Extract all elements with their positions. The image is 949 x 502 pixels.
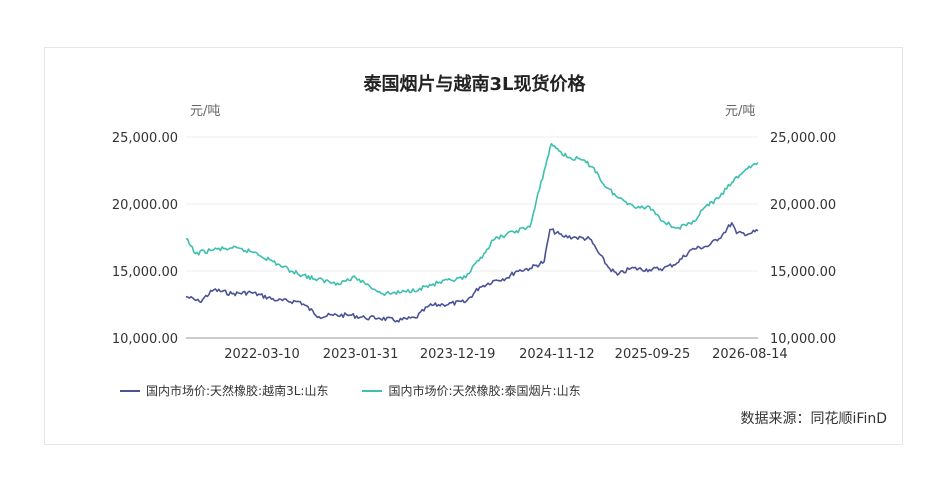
x-tick-label: 2023-01-31 (323, 347, 399, 362)
x-tick-label: 2022-03-10 (224, 347, 300, 362)
legend-swatch-vietnam-3l (120, 389, 140, 392)
legend: 国内市场价:天然橡胶:越南3L:山东 国内市场价:天然橡胶:泰国烟片:山东 (120, 382, 581, 399)
y-tick-label-right: 20,000.00 (770, 198, 836, 213)
y-tick-label-left: 10,000.00 (112, 332, 178, 347)
series-line-thai-rss (185, 142, 759, 297)
x-tick-label: 2024-11-12 (519, 347, 595, 362)
y-tick-label-left: 15,000.00 (112, 265, 178, 280)
series-line-vietnam-3l (185, 222, 759, 323)
y-tick-label-left: 20,000.00 (112, 198, 178, 213)
data-source-note: 数据来源：同花顺iFinD (740, 411, 887, 427)
chart-title: 泰国烟片与越南3L现货价格 (363, 74, 586, 95)
right-axis-unit: 元/吨 (725, 104, 756, 119)
legend-item-vietnam-3l[interactable]: 国内市场价:天然橡胶:越南3L:山东 (120, 382, 328, 399)
legend-label-vietnam-3l: 国内市场价:天然橡胶:越南3L:山东 (146, 384, 329, 398)
x-tick-label: 2026-08-14 (712, 347, 788, 362)
y-tick-label-right: 25,000.00 (770, 131, 836, 146)
legend-item-thai-rss[interactable]: 国内市场价:天然橡胶:泰国烟片:山东 (362, 382, 581, 399)
legend-label-thai-rss: 国内市场价:天然橡胶:泰国烟片:山东 (388, 384, 581, 398)
x-tick-label: 2023-12-19 (420, 347, 496, 362)
y-tick-label-right: 10,000.00 (770, 332, 836, 347)
y-tick-label-right: 15,000.00 (770, 265, 836, 280)
legend-swatch-thai-rss (362, 389, 383, 392)
x-tick-label: 2025-09-25 (615, 347, 691, 362)
chart-card (44, 47, 903, 445)
y-tick-label-left: 25,000.00 (112, 131, 178, 146)
left-axis-unit: 元/吨 (190, 104, 221, 119)
